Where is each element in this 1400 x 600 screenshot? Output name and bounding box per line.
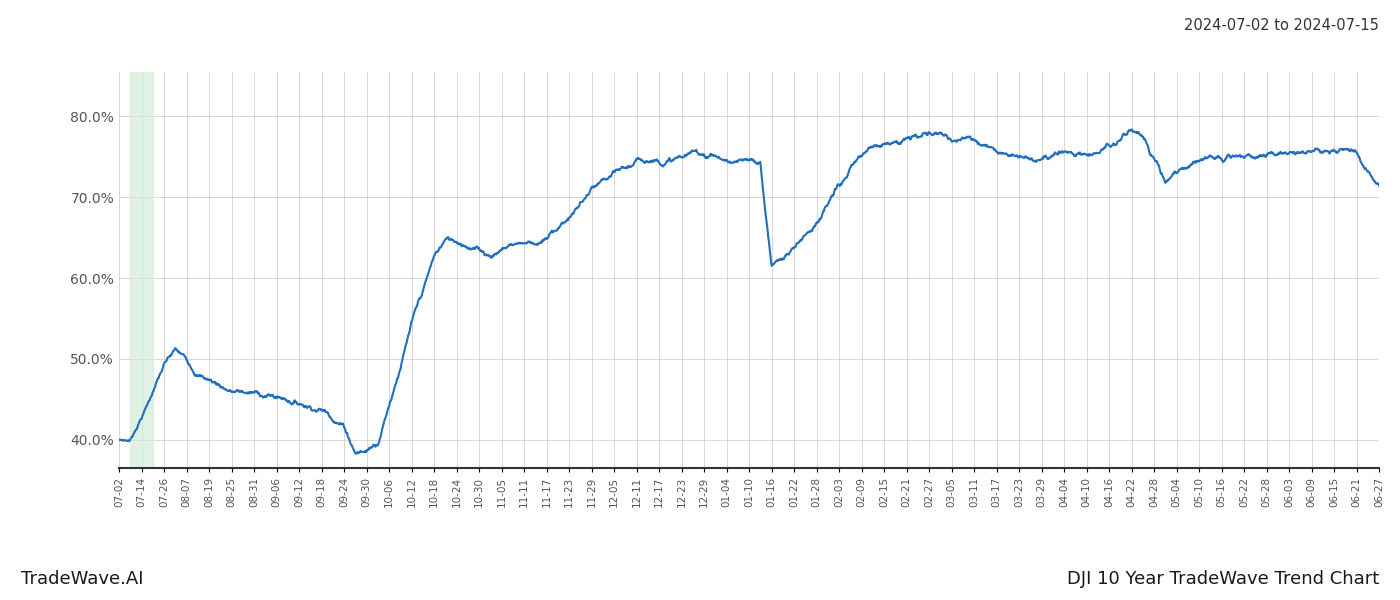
Bar	[130, 72, 153, 468]
Text: DJI 10 Year TradeWave Trend Chart: DJI 10 Year TradeWave Trend Chart	[1067, 570, 1379, 588]
Text: TradeWave.AI: TradeWave.AI	[21, 570, 143, 588]
Text: 2024-07-02 to 2024-07-15: 2024-07-02 to 2024-07-15	[1184, 18, 1379, 33]
